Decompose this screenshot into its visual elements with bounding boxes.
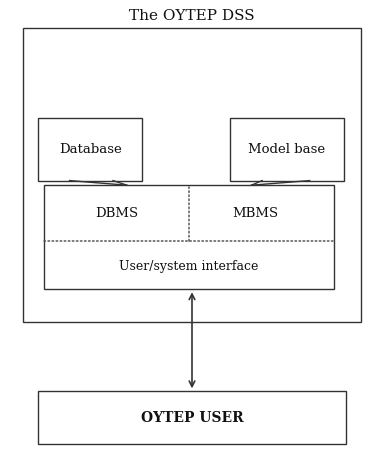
Text: Model base: Model base <box>248 143 326 156</box>
Bar <box>23 28 361 322</box>
Text: MBMS: MBMS <box>233 207 279 220</box>
Bar <box>44 185 334 289</box>
Text: Database: Database <box>59 143 122 156</box>
Bar <box>230 118 344 181</box>
Text: User/system interface: User/system interface <box>119 260 259 273</box>
Bar <box>38 118 142 181</box>
Text: The OYTEP DSS: The OYTEP DSS <box>129 9 255 23</box>
Text: DBMS: DBMS <box>95 207 138 220</box>
Text: OYTEP USER: OYTEP USER <box>141 411 243 425</box>
Bar <box>38 391 346 444</box>
